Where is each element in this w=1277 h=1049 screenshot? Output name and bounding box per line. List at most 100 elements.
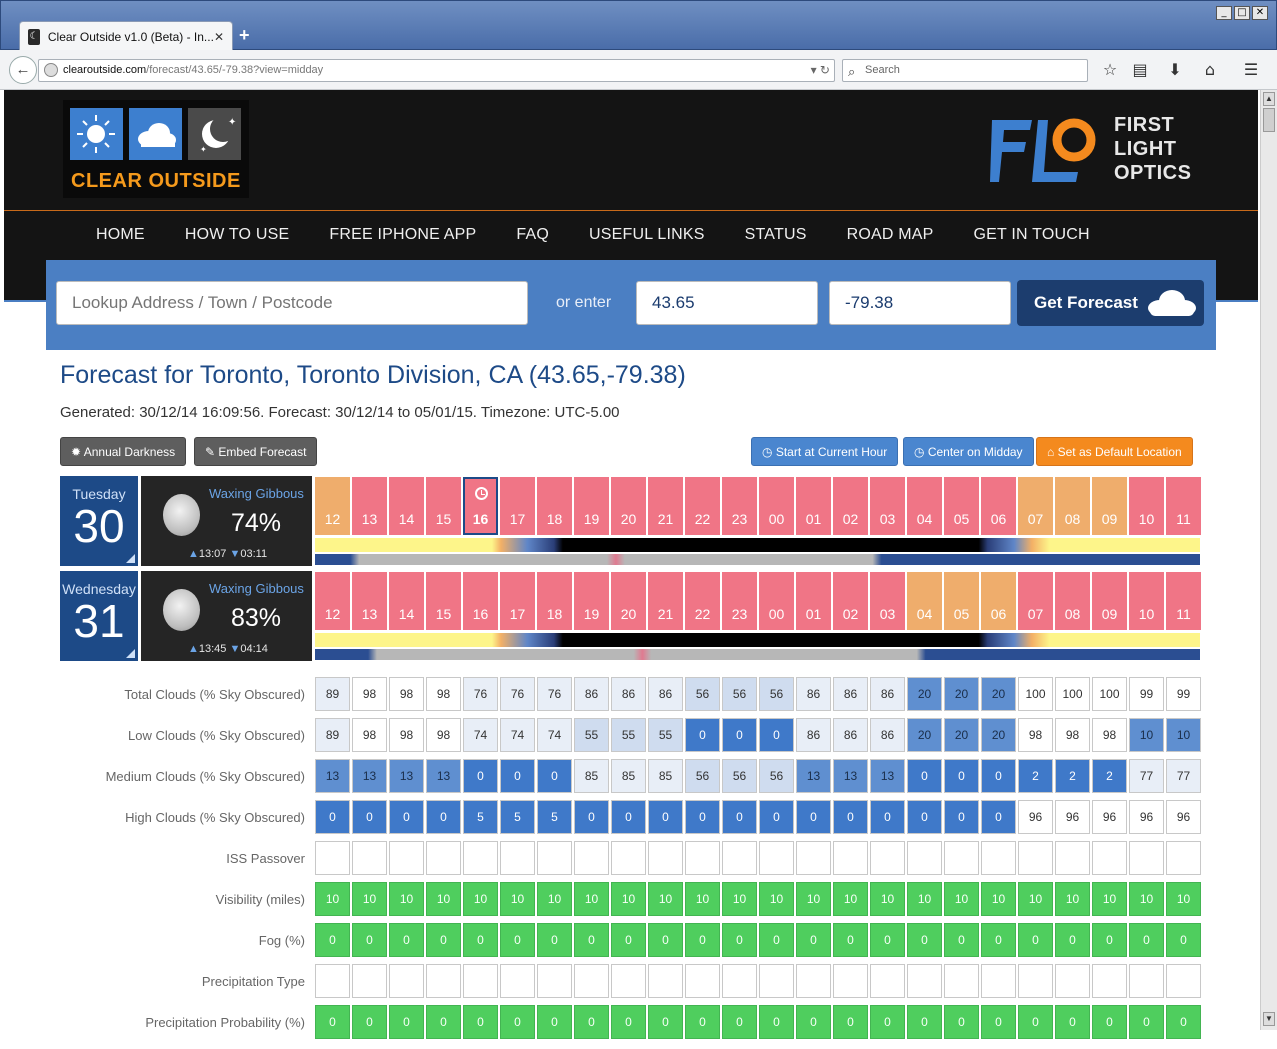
menu-useful-links[interactable]: USEFUL LINKS (589, 226, 705, 243)
row-label: Total Clouds (% Sky Obscured) (124, 687, 305, 702)
hour-cell[interactable]: 03 (870, 477, 905, 535)
hour-cell[interactable]: 19 (574, 477, 609, 535)
menu-home[interactable]: HOME (96, 226, 145, 243)
hour-cell[interactable]: 17 (500, 572, 535, 630)
embed-forecast-button[interactable]: ✎ Embed Forecast (194, 437, 318, 466)
data-cell: 13 (315, 759, 350, 793)
hour-cell[interactable]: 22 (685, 572, 720, 630)
start-current-hour-button[interactable]: ◷ Start at Current Hour (751, 437, 899, 466)
center-midday-button[interactable]: ◷ Center on Midday (903, 437, 1034, 466)
hour-cell[interactable]: 02 (833, 572, 868, 630)
longitude-input[interactable] (829, 281, 1011, 325)
hour-cell[interactable]: 12 (315, 477, 350, 535)
back-arrow-icon[interactable]: ← (9, 56, 37, 84)
get-forecast-button[interactable]: Get Forecast (1017, 280, 1204, 326)
hour-cell[interactable]: 18 (537, 572, 572, 630)
data-cell: 86 (611, 677, 646, 711)
hour-cell[interactable]: 21 (648, 477, 683, 535)
hour-cell[interactable]: 14 (389, 572, 424, 630)
new-tab-button[interactable]: + (239, 25, 250, 45)
data-cell: 10 (833, 882, 868, 916)
hamburger-menu-icon[interactable]: ☰ (1243, 60, 1259, 79)
hour-label: 04 (916, 511, 933, 527)
hour-cell[interactable]: 09 (1092, 477, 1127, 535)
scroll-up-arrow-icon[interactable]: ▲ (1263, 92, 1275, 106)
hour-row-tuesday: 12 13 14 15 16 17 18 19 20 21 22 23 00 01 02 03 04 05 06 07… (315, 477, 1203, 535)
hour-cell[interactable]: 18 (537, 477, 572, 535)
maximize-button[interactable]: □ (1234, 6, 1250, 20)
hour-cell[interactable]: 23 (722, 477, 757, 535)
tab-close-icon[interactable]: ✕ (213, 29, 224, 44)
vertical-scrollbar[interactable]: ▲ ▼ (1260, 90, 1277, 1030)
hour-cell[interactable]: 01 (796, 572, 831, 630)
url-bar[interactable]: clearoutside.com/forecast/43.65/-79.38?v… (38, 59, 835, 82)
menu-get-in-touch[interactable]: GET IN TOUCH (973, 226, 1090, 243)
hour-cell[interactable]: 21 (648, 572, 683, 630)
menu-status[interactable]: STATUS (744, 226, 807, 243)
day-block-tuesday[interactable]: Tuesday 30 (60, 476, 138, 566)
hour-cell[interactable]: 17 (500, 477, 535, 535)
menu-faq[interactable]: FAQ (516, 226, 549, 243)
hour-cell[interactable]: 22 (685, 477, 720, 535)
hour-cell[interactable]: 04 (907, 477, 942, 535)
browser-tab[interactable]: ☾ Clear Outside v1.0 (Beta) - In... ✕ (19, 21, 233, 51)
scroll-down-arrow-icon[interactable]: ▼ (1263, 1012, 1275, 1026)
data-cell: 0 (907, 759, 942, 793)
hour-cell[interactable]: 04 (907, 572, 942, 630)
hour-cell[interactable]: 06 (981, 477, 1016, 535)
hour-cell[interactable]: 20 (611, 477, 646, 535)
minimize-button[interactable]: _ (1216, 6, 1232, 20)
scroll-thumb[interactable] (1263, 108, 1275, 132)
hour-cell[interactable]: 00 (759, 572, 794, 630)
menu-free-iphone-app[interactable]: FREE IPHONE APP (329, 226, 477, 243)
download-icon[interactable]: ⬇ (1168, 60, 1182, 79)
hour-cell[interactable]: 11 (1166, 572, 1201, 630)
hour-cell[interactable]: 10 (1129, 572, 1164, 630)
data-cell: 10 (1018, 882, 1053, 916)
hour-cell[interactable]: 15 (426, 477, 461, 535)
annual-darkness-button[interactable]: ✹ Annual Darkness (60, 437, 187, 466)
data-cell: 20 (907, 718, 942, 752)
hour-cell[interactable]: 20 (611, 572, 646, 630)
data-cell: 0 (759, 800, 794, 834)
menu-road-map[interactable]: ROAD MAP (846, 226, 934, 243)
hour-cell[interactable]: 05 (944, 572, 979, 630)
menu-how-to-use[interactable]: HOW TO USE (184, 226, 290, 243)
hour-cell[interactable]: 10 (1129, 477, 1164, 535)
first-light-optics-logo[interactable]: FIRST LIGHT OPTICS (990, 112, 1200, 187)
hour-cell[interactable]: 14 (389, 477, 424, 535)
hour-cell[interactable]: 11 (1166, 477, 1201, 535)
address-input[interactable] (56, 281, 528, 325)
home-icon[interactable]: ⌂ (1204, 60, 1216, 79)
hour-cell[interactable]: 16 (463, 477, 498, 535)
day-block-wednesday[interactable]: Wednesday 31 (60, 571, 138, 661)
search-input[interactable]: ⌕ Search (842, 59, 1088, 82)
clear-outside-logo[interactable]: ✦ ✦ CLEAR OUTSIDE (63, 100, 249, 198)
reload-icon[interactable]: ▾ ↻ (810, 63, 830, 77)
hour-cell[interactable]: 02 (833, 477, 868, 535)
data-cell: 10 (1055, 882, 1090, 916)
hour-cell[interactable]: 15 (426, 572, 461, 630)
hour-cell[interactable]: 00 (759, 477, 794, 535)
close-window-button[interactable]: ✕ (1252, 6, 1268, 20)
hour-cell[interactable]: 03 (870, 572, 905, 630)
hour-cell[interactable]: 23 (722, 572, 757, 630)
hour-cell[interactable]: 09 (1092, 572, 1127, 630)
reading-list-icon[interactable]: ▤ (1132, 60, 1148, 79)
hour-cell[interactable]: 05 (944, 477, 979, 535)
latitude-input[interactable] (636, 281, 818, 325)
hour-cell[interactable]: 07 (1018, 477, 1053, 535)
hour-cell[interactable]: 12 (315, 572, 350, 630)
star-icon[interactable]: ☆ (1102, 60, 1118, 79)
hour-cell[interactable]: 01 (796, 477, 831, 535)
hour-cell[interactable]: 19 (574, 572, 609, 630)
set-default-location-button[interactable]: ⌂ Set as Default Location (1036, 437, 1193, 466)
hour-cell[interactable]: 16 (463, 572, 498, 630)
hour-cell[interactable]: 07 (1018, 572, 1053, 630)
hour-cell[interactable]: 08 (1055, 477, 1090, 535)
hour-cell[interactable]: 06 (981, 572, 1016, 630)
hour-cell[interactable]: 08 (1055, 572, 1090, 630)
hour-cell[interactable]: 13 (352, 572, 387, 630)
hour-cell[interactable]: 13 (352, 477, 387, 535)
